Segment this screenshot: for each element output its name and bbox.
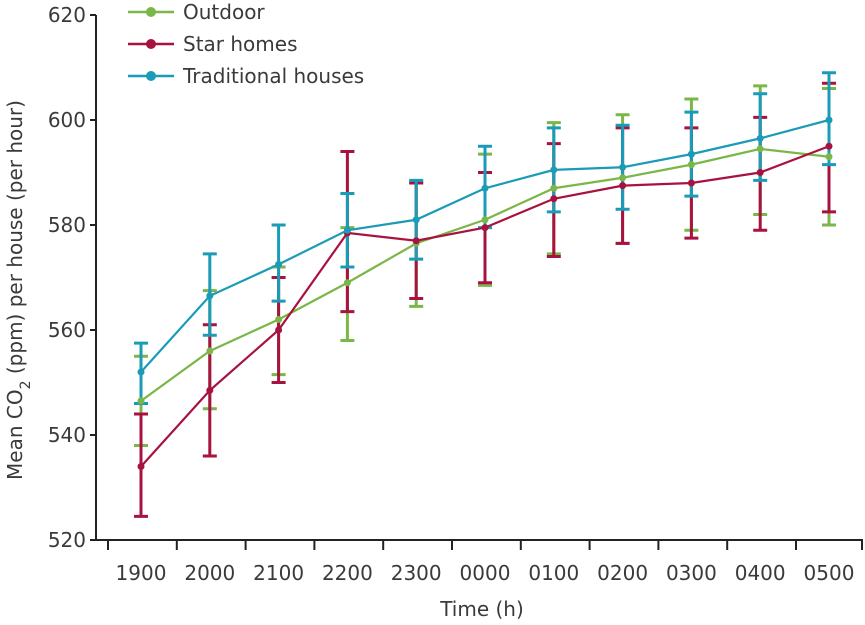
data-point — [275, 316, 283, 323]
data-point — [412, 237, 420, 245]
data-point — [619, 182, 627, 190]
legend-label: Traditional houses — [182, 64, 364, 88]
series-line-outdoor — [137, 145, 833, 405]
x-axis-title: Time (h) — [439, 597, 524, 621]
data-point — [206, 386, 214, 394]
data-point — [550, 184, 558, 192]
y-tick-label: 520 — [48, 528, 86, 552]
x-tick-label: 1900 — [116, 561, 167, 585]
legend-marker — [146, 7, 156, 17]
legend-label: Outdoor — [183, 0, 265, 24]
legend-label: Star homes — [183, 32, 298, 56]
data-point — [481, 224, 489, 232]
data-point — [687, 161, 695, 169]
data-point — [275, 260, 283, 268]
data-point — [825, 142, 833, 150]
legend-entry: Outdoor — [128, 0, 265, 24]
y-axis-title: Mean CO2 (ppm) per house (per hour) — [3, 100, 34, 480]
data-point — [137, 397, 145, 405]
axes: 520 540 560 580 600 620 1900 2000 2100 2200 2300 00… — [48, 3, 863, 585]
legend-entry: Traditional houses — [128, 64, 364, 88]
y-axis-title-rest: (ppm) per house (per hour) — [3, 100, 27, 380]
data-point — [550, 195, 558, 203]
data-point — [481, 216, 489, 224]
legend: Outdoor Star homes Traditional houses — [128, 0, 364, 88]
y-tick-label: 600 — [48, 108, 86, 132]
data-point — [412, 216, 420, 224]
plot-area — [134, 71, 836, 518]
y-tick-label: 560 — [48, 318, 86, 342]
data-point — [825, 153, 833, 161]
data-point — [756, 169, 764, 176]
data-point — [343, 226, 351, 234]
data-point — [343, 279, 351, 287]
x-tick-label: 0000 — [460, 561, 511, 585]
y-tick-label: 620 — [48, 3, 86, 27]
y-axis-title-subscript: 2 — [18, 380, 34, 389]
data-point — [687, 179, 695, 187]
legend-marker — [146, 71, 156, 81]
x-tick-label: 2000 — [184, 561, 235, 585]
data-point — [756, 134, 764, 142]
data-point — [137, 463, 145, 470]
data-point — [275, 326, 283, 334]
data-point — [206, 292, 214, 300]
data-point — [756, 145, 764, 153]
x-tick-label: 2300 — [391, 561, 442, 585]
data-point — [619, 174, 627, 182]
data-point — [137, 368, 145, 376]
data-point — [825, 116, 833, 124]
series-line-star-homes — [137, 142, 833, 470]
data-point — [206, 347, 214, 355]
x-tick-label: 0500 — [804, 561, 855, 585]
x-tick-label: 0200 — [597, 561, 648, 585]
series-line-traditional-houses — [137, 116, 833, 376]
y-tick-label: 580 — [48, 213, 86, 237]
x-tick-label: 0400 — [735, 561, 786, 585]
data-point — [619, 163, 627, 171]
data-point — [550, 166, 558, 174]
y-axis-title-main: Mean CO — [3, 389, 27, 480]
x-tick-label: 2200 — [322, 561, 373, 585]
y-tick-label: 540 — [48, 423, 86, 447]
data-point — [481, 184, 489, 192]
legend-marker — [146, 39, 156, 49]
data-point — [687, 150, 695, 158]
legend-entry: Star homes — [128, 32, 298, 56]
x-tick-label: 0100 — [528, 561, 579, 585]
x-tick-label: 2100 — [253, 561, 304, 585]
x-tick-label: 0300 — [666, 561, 717, 585]
